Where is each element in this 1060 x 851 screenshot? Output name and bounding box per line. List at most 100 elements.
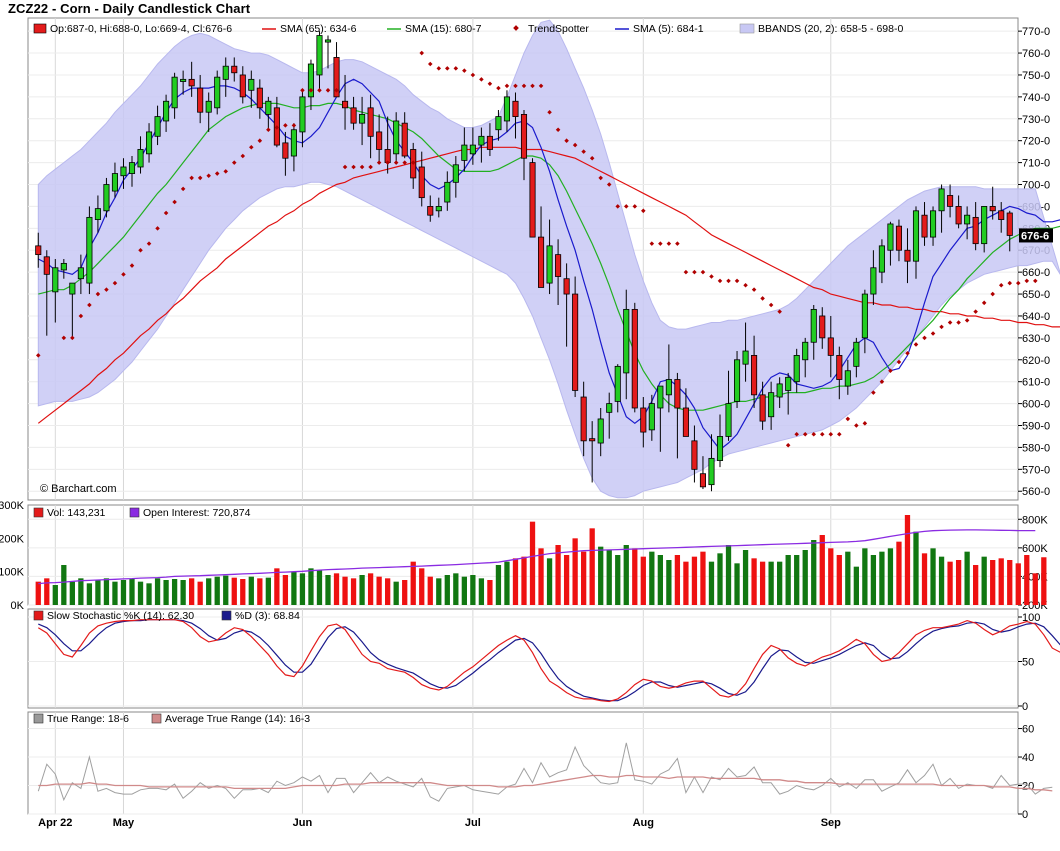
atr-line (38, 774, 1053, 792)
trendspotter-dot (845, 416, 851, 422)
volume-bar (427, 576, 433, 605)
volume-bar (589, 528, 595, 605)
trendspotter-dot (905, 350, 910, 356)
candle-body (648, 403, 655, 431)
candle-body (418, 166, 425, 199)
trendspotter-dot (1033, 278, 1038, 284)
trendspotter-dot (947, 320, 953, 325)
price-tick-label: 720-0 (1022, 136, 1050, 148)
volume-bar (1007, 560, 1013, 605)
candle-body (964, 214, 971, 225)
volume-bar (759, 561, 766, 605)
volume-bar (683, 561, 689, 605)
volume-bar (189, 578, 195, 605)
candle-body (904, 249, 911, 262)
volume-tick-label: 300K (0, 500, 25, 512)
volume-bar (700, 551, 706, 605)
price-tick-label: 760-0 (1022, 48, 1050, 60)
candle-body (324, 39, 332, 43)
volume-bar (964, 551, 970, 605)
price-tick-label: 770-0 (1022, 26, 1050, 38)
volume-bar (913, 531, 919, 605)
volume-bar (453, 573, 459, 605)
volume-bar (794, 555, 800, 605)
candle-body (401, 122, 408, 157)
price-legend-label: Op:687-0, Hi:688-0, Lo:669-4, Cl:676-6 (50, 23, 232, 35)
candle-body (231, 65, 238, 74)
candle-body (751, 354, 758, 396)
candle-body (529, 162, 536, 238)
volume-bar (887, 548, 894, 605)
candle-body (989, 206, 996, 212)
candle-body (691, 440, 698, 470)
candle-body (188, 78, 195, 87)
trendspotter-dot (956, 320, 961, 325)
trendspotter-dot (308, 88, 314, 93)
price-tick-label: 630-0 (1022, 333, 1050, 345)
trendspotter-dot (896, 359, 902, 365)
volume-bar (853, 566, 859, 605)
volume-bar (862, 548, 868, 605)
price-tick-label: 600-0 (1022, 399, 1050, 411)
stoch-legend-label: %D (3): 68.84 (235, 610, 300, 622)
candle-body (895, 225, 902, 251)
atr-panel-frame (27, 711, 1019, 815)
candle-body (759, 394, 766, 422)
candle-body (214, 76, 221, 109)
trendspotter-dot (95, 291, 101, 297)
trendspotter-dot (410, 160, 416, 165)
candle-body (674, 379, 681, 409)
price-tick-label: 740-0 (1022, 92, 1050, 104)
volume-bar (180, 580, 186, 605)
volume-bar (785, 555, 791, 605)
volume-bar (163, 580, 169, 605)
volume-bar (436, 578, 442, 605)
volume-bar (461, 576, 467, 605)
candle-body (86, 216, 93, 284)
candle-body (981, 206, 988, 245)
candle-body (878, 245, 885, 273)
price-tick-label: 640-0 (1022, 311, 1050, 323)
trendspotter-dot (129, 263, 135, 268)
candle-body (333, 57, 340, 98)
volume-bar (734, 563, 740, 605)
candle-body (555, 254, 562, 277)
volume-bar (308, 568, 314, 605)
candle-body (486, 135, 493, 150)
candle-body (716, 436, 724, 461)
volume-bar (563, 555, 570, 605)
volume-bar (376, 576, 382, 605)
volume-bar (61, 565, 67, 605)
candle-body (60, 262, 67, 271)
candle-body (708, 457, 715, 486)
volume-bar (95, 580, 101, 605)
candle-body (367, 107, 374, 137)
volume-bar (572, 538, 578, 605)
x-axis-label: Sep (821, 817, 841, 829)
stochastic-panel-frame (27, 608, 1019, 709)
volume-bar (69, 581, 75, 605)
volume-bar (240, 579, 246, 605)
volume-bar (598, 546, 604, 605)
volume-bar (708, 561, 715, 605)
volume-bar (836, 555, 842, 605)
candle-body (538, 236, 545, 288)
candle-body (947, 195, 954, 207)
candle-body (103, 184, 110, 212)
volume-bar (606, 550, 612, 605)
candle-body (128, 162, 136, 174)
price-tick-label: 730-0 (1022, 114, 1050, 126)
candle-body (77, 267, 84, 280)
price-legend-label: BBANDS (20, 2): 658-5 - 698-0 (758, 23, 903, 35)
candle-body (819, 315, 826, 339)
candle-body (725, 403, 732, 437)
legend-swatch-band (739, 23, 755, 34)
trendspotter-dot (504, 83, 510, 89)
x-axis-label: Jun (293, 817, 313, 829)
legend-swatch-dot (513, 25, 519, 31)
candle-body (1006, 212, 1013, 236)
price-tick-label: 580-0 (1022, 442, 1050, 454)
candle-body (785, 376, 792, 391)
trendspotter-dot (837, 432, 842, 437)
candle-body (827, 337, 834, 356)
